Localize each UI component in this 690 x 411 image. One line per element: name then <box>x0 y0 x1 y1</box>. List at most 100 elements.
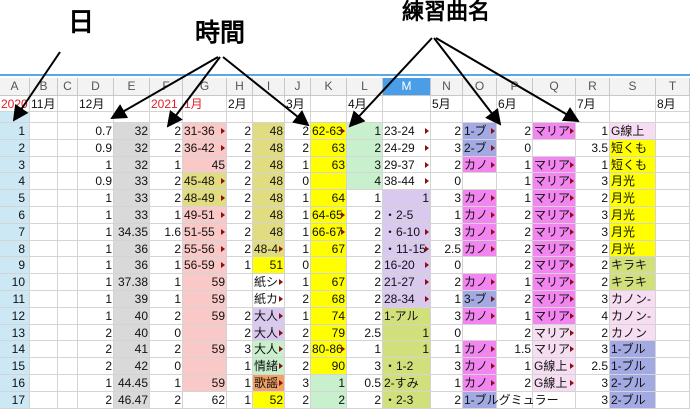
table-cell[interactable]: 36 <box>114 240 150 258</box>
table-cell[interactable] <box>656 139 690 157</box>
table-cell[interactable]: 1 <box>150 274 183 291</box>
month-cell[interactable]: 7月 <box>576 96 610 112</box>
table-cell[interactable]: 2 <box>497 324 533 342</box>
table-cell[interactable]: 64-65 <box>311 207 347 224</box>
table-cell[interactable]: 2 <box>78 341 114 359</box>
table-cell[interactable]: マリア <box>533 156 576 174</box>
empty-cell[interactable] <box>58 112 78 123</box>
column-header-E[interactable]: E <box>114 78 150 96</box>
month-cell[interactable] <box>533 96 576 112</box>
table-cell[interactable] <box>30 123 58 140</box>
table-cell[interactable]: 52 <box>253 391 285 409</box>
table-cell[interactable]: 28-34 <box>383 291 431 308</box>
empty-cell[interactable] <box>431 112 463 123</box>
table-cell[interactable] <box>58 375 78 392</box>
table-cell[interactable]: 90 <box>311 358 347 375</box>
table-cell[interactable]: 3.5 <box>576 139 610 157</box>
table-cell[interactable]: 45 <box>183 156 227 174</box>
table-cell[interactable]: 2 <box>227 190 253 207</box>
row-number[interactable]: 3 <box>0 156 30 174</box>
table-cell[interactable]: 2 <box>347 274 383 291</box>
table-cell[interactable]: 31-36 <box>183 123 227 140</box>
table-cell[interactable] <box>58 173 78 191</box>
table-cell[interactable]: マリア <box>533 240 576 258</box>
table-cell[interactable]: カノン <box>610 324 656 342</box>
table-cell[interactable] <box>58 257 78 275</box>
empty-cell[interactable] <box>497 112 533 123</box>
month-cell[interactable]: 8月 <box>656 96 690 112</box>
table-cell[interactable]: カノ <box>463 358 497 375</box>
table-cell[interactable]: 1-ブル <box>610 341 656 359</box>
table-cell[interactable] <box>656 307 690 325</box>
column-header-S[interactable]: S <box>610 78 656 96</box>
table-cell[interactable]: 紙カ <box>253 291 285 308</box>
table-cell[interactable] <box>656 324 690 342</box>
table-cell[interactable]: 月光 <box>610 207 656 224</box>
table-cell[interactable]: 0 <box>150 358 183 375</box>
table-cell[interactable]: 2 <box>150 391 183 409</box>
table-cell[interactable] <box>30 223 58 241</box>
table-cell[interactable]: 2 <box>431 156 463 174</box>
table-cell[interactable] <box>58 207 78 224</box>
column-header-O[interactable]: O <box>463 78 497 96</box>
table-cell[interactable]: 40 <box>114 307 150 325</box>
table-cell[interactable]: 16-20 <box>383 257 431 275</box>
table-cell[interactable]: 2 <box>285 139 311 157</box>
table-cell[interactable]: 0 <box>150 324 183 342</box>
table-cell[interactable]: 32 <box>114 139 150 157</box>
table-cell[interactable]: カノン- <box>610 291 656 308</box>
table-cell[interactable] <box>656 391 690 409</box>
table-cell[interactable]: カノン- <box>610 307 656 325</box>
table-cell[interactable]: 48-49 <box>183 190 227 207</box>
month-cell[interactable] <box>610 96 656 112</box>
table-cell[interactable]: 42 <box>114 358 150 375</box>
table-cell[interactable] <box>656 207 690 224</box>
empty-cell[interactable] <box>656 112 690 123</box>
empty-cell[interactable] <box>383 112 431 123</box>
table-cell[interactable]: カノ <box>463 207 497 224</box>
table-cell[interactable]: 1 <box>78 307 114 325</box>
table-cell[interactable] <box>30 173 58 191</box>
empty-cell[interactable] <box>183 112 227 123</box>
table-cell[interactable]: G線上 <box>610 123 656 140</box>
row-number[interactable]: 2 <box>0 139 30 157</box>
table-cell[interactable] <box>656 291 690 308</box>
table-cell[interactable]: マリア <box>533 341 576 359</box>
table-cell[interactable]: 2 <box>576 274 610 291</box>
table-cell[interactable]: 月光 <box>610 190 656 207</box>
table-cell[interactable]: 2 <box>285 291 311 308</box>
table-cell[interactable]: 2 <box>150 173 183 191</box>
table-cell[interactable] <box>497 391 533 409</box>
table-cell[interactable]: 0 <box>431 324 463 342</box>
table-cell[interactable]: 1 <box>497 358 533 375</box>
table-cell[interactable]: 3 <box>347 358 383 375</box>
table-cell[interactable]: 32 <box>114 123 150 140</box>
column-header-R[interactable]: R <box>576 78 610 96</box>
table-cell[interactable]: 29-37 <box>383 156 431 174</box>
table-cell[interactable]: 44.45 <box>114 375 150 392</box>
table-cell[interactable]: 2 <box>227 307 253 325</box>
table-cell[interactable] <box>463 324 497 342</box>
table-cell[interactable] <box>58 240 78 258</box>
table-cell[interactable]: 1 <box>150 291 183 308</box>
table-cell[interactable]: 1 <box>78 291 114 308</box>
empty-cell[interactable] <box>30 112 58 123</box>
table-cell[interactable]: 2 <box>227 324 253 342</box>
table-cell[interactable]: 0.5 <box>347 375 383 392</box>
row-number[interactable]: 15 <box>0 358 30 375</box>
table-cell[interactable]: 0 <box>431 173 463 191</box>
table-cell[interactable]: 1 <box>78 207 114 224</box>
table-cell[interactable]: 62-63 <box>311 123 347 140</box>
table-cell[interactable]: 大人 <box>253 307 285 325</box>
row-number[interactable]: 1 <box>0 123 30 140</box>
table-cell[interactable]: 2 <box>497 223 533 241</box>
table-cell[interactable]: 46.47 <box>114 391 150 409</box>
table-cell[interactable]: 32 <box>114 156 150 174</box>
table-cell[interactable]: 3 <box>576 341 610 359</box>
table-cell[interactable]: 63 <box>311 156 347 174</box>
table-cell[interactable]: 2 <box>497 123 533 140</box>
table-cell[interactable]: 2 <box>347 257 383 275</box>
table-cell[interactable] <box>58 156 78 174</box>
table-cell[interactable]: カノ <box>463 274 497 291</box>
table-cell[interactable]: 2 <box>497 240 533 258</box>
